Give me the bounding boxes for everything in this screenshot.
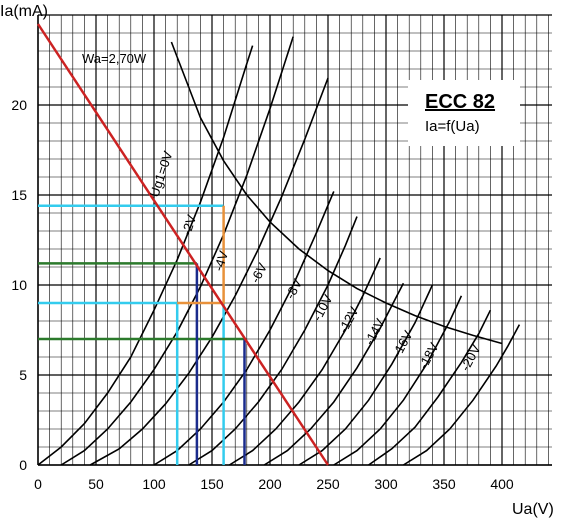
plate-curve <box>153 191 335 466</box>
plate-curve <box>188 216 358 466</box>
plate-curve <box>368 309 492 466</box>
plate-curve <box>228 257 381 466</box>
power-curve-label: Wa=2,70W <box>82 51 147 66</box>
plate-curve <box>89 77 329 466</box>
y-tick-label: 0 <box>19 457 27 473</box>
x-tick-label: 0 <box>34 476 42 492</box>
curve-label: -2V <box>179 213 200 237</box>
plate-curve <box>37 45 254 466</box>
x-tick-label: 200 <box>258 476 282 492</box>
chart-title: ECC 82 <box>425 91 495 113</box>
curve-label: -16V <box>389 328 415 360</box>
curve-label: -4V <box>211 249 232 273</box>
x-tick-label: 100 <box>142 476 166 492</box>
guide-line <box>177 205 225 305</box>
y-tick-label: 10 <box>11 277 27 293</box>
x-tick-label: 400 <box>490 476 514 492</box>
grid: 0 50 100 150 200 250 300 350 400 0 5 10 15 20 <box>11 14 552 492</box>
x-axis-label: Ua(V) <box>512 501 554 518</box>
curve-label: -10V <box>309 292 335 324</box>
x-tick-label: 50 <box>88 476 104 492</box>
x-tick-label: 250 <box>316 476 340 492</box>
curve-label: -20V <box>457 342 483 374</box>
y-tick-label: 15 <box>11 187 27 203</box>
plate-curve <box>402 324 521 466</box>
power-limit-curve <box>170 41 503 345</box>
plate-curve <box>298 284 434 466</box>
plate-curve <box>333 295 463 466</box>
y-axis-label: Ia(mA) <box>0 3 48 20</box>
plate-curve <box>263 282 405 466</box>
chart-subtitle: Ia=f(Ua) <box>425 118 480 135</box>
title-box-bg <box>408 80 520 146</box>
x-tick-label: 150 <box>200 476 224 492</box>
x-tick-label: 300 <box>374 476 398 492</box>
x-tick-label: 350 <box>432 476 456 492</box>
guide-lines <box>38 204 246 465</box>
curve-label: Ug1=0V <box>147 149 176 199</box>
plate-curves <box>37 36 521 466</box>
y-tick-label: 20 <box>11 97 27 113</box>
load-line <box>36 23 330 466</box>
y-tick-label: 5 <box>19 367 27 383</box>
